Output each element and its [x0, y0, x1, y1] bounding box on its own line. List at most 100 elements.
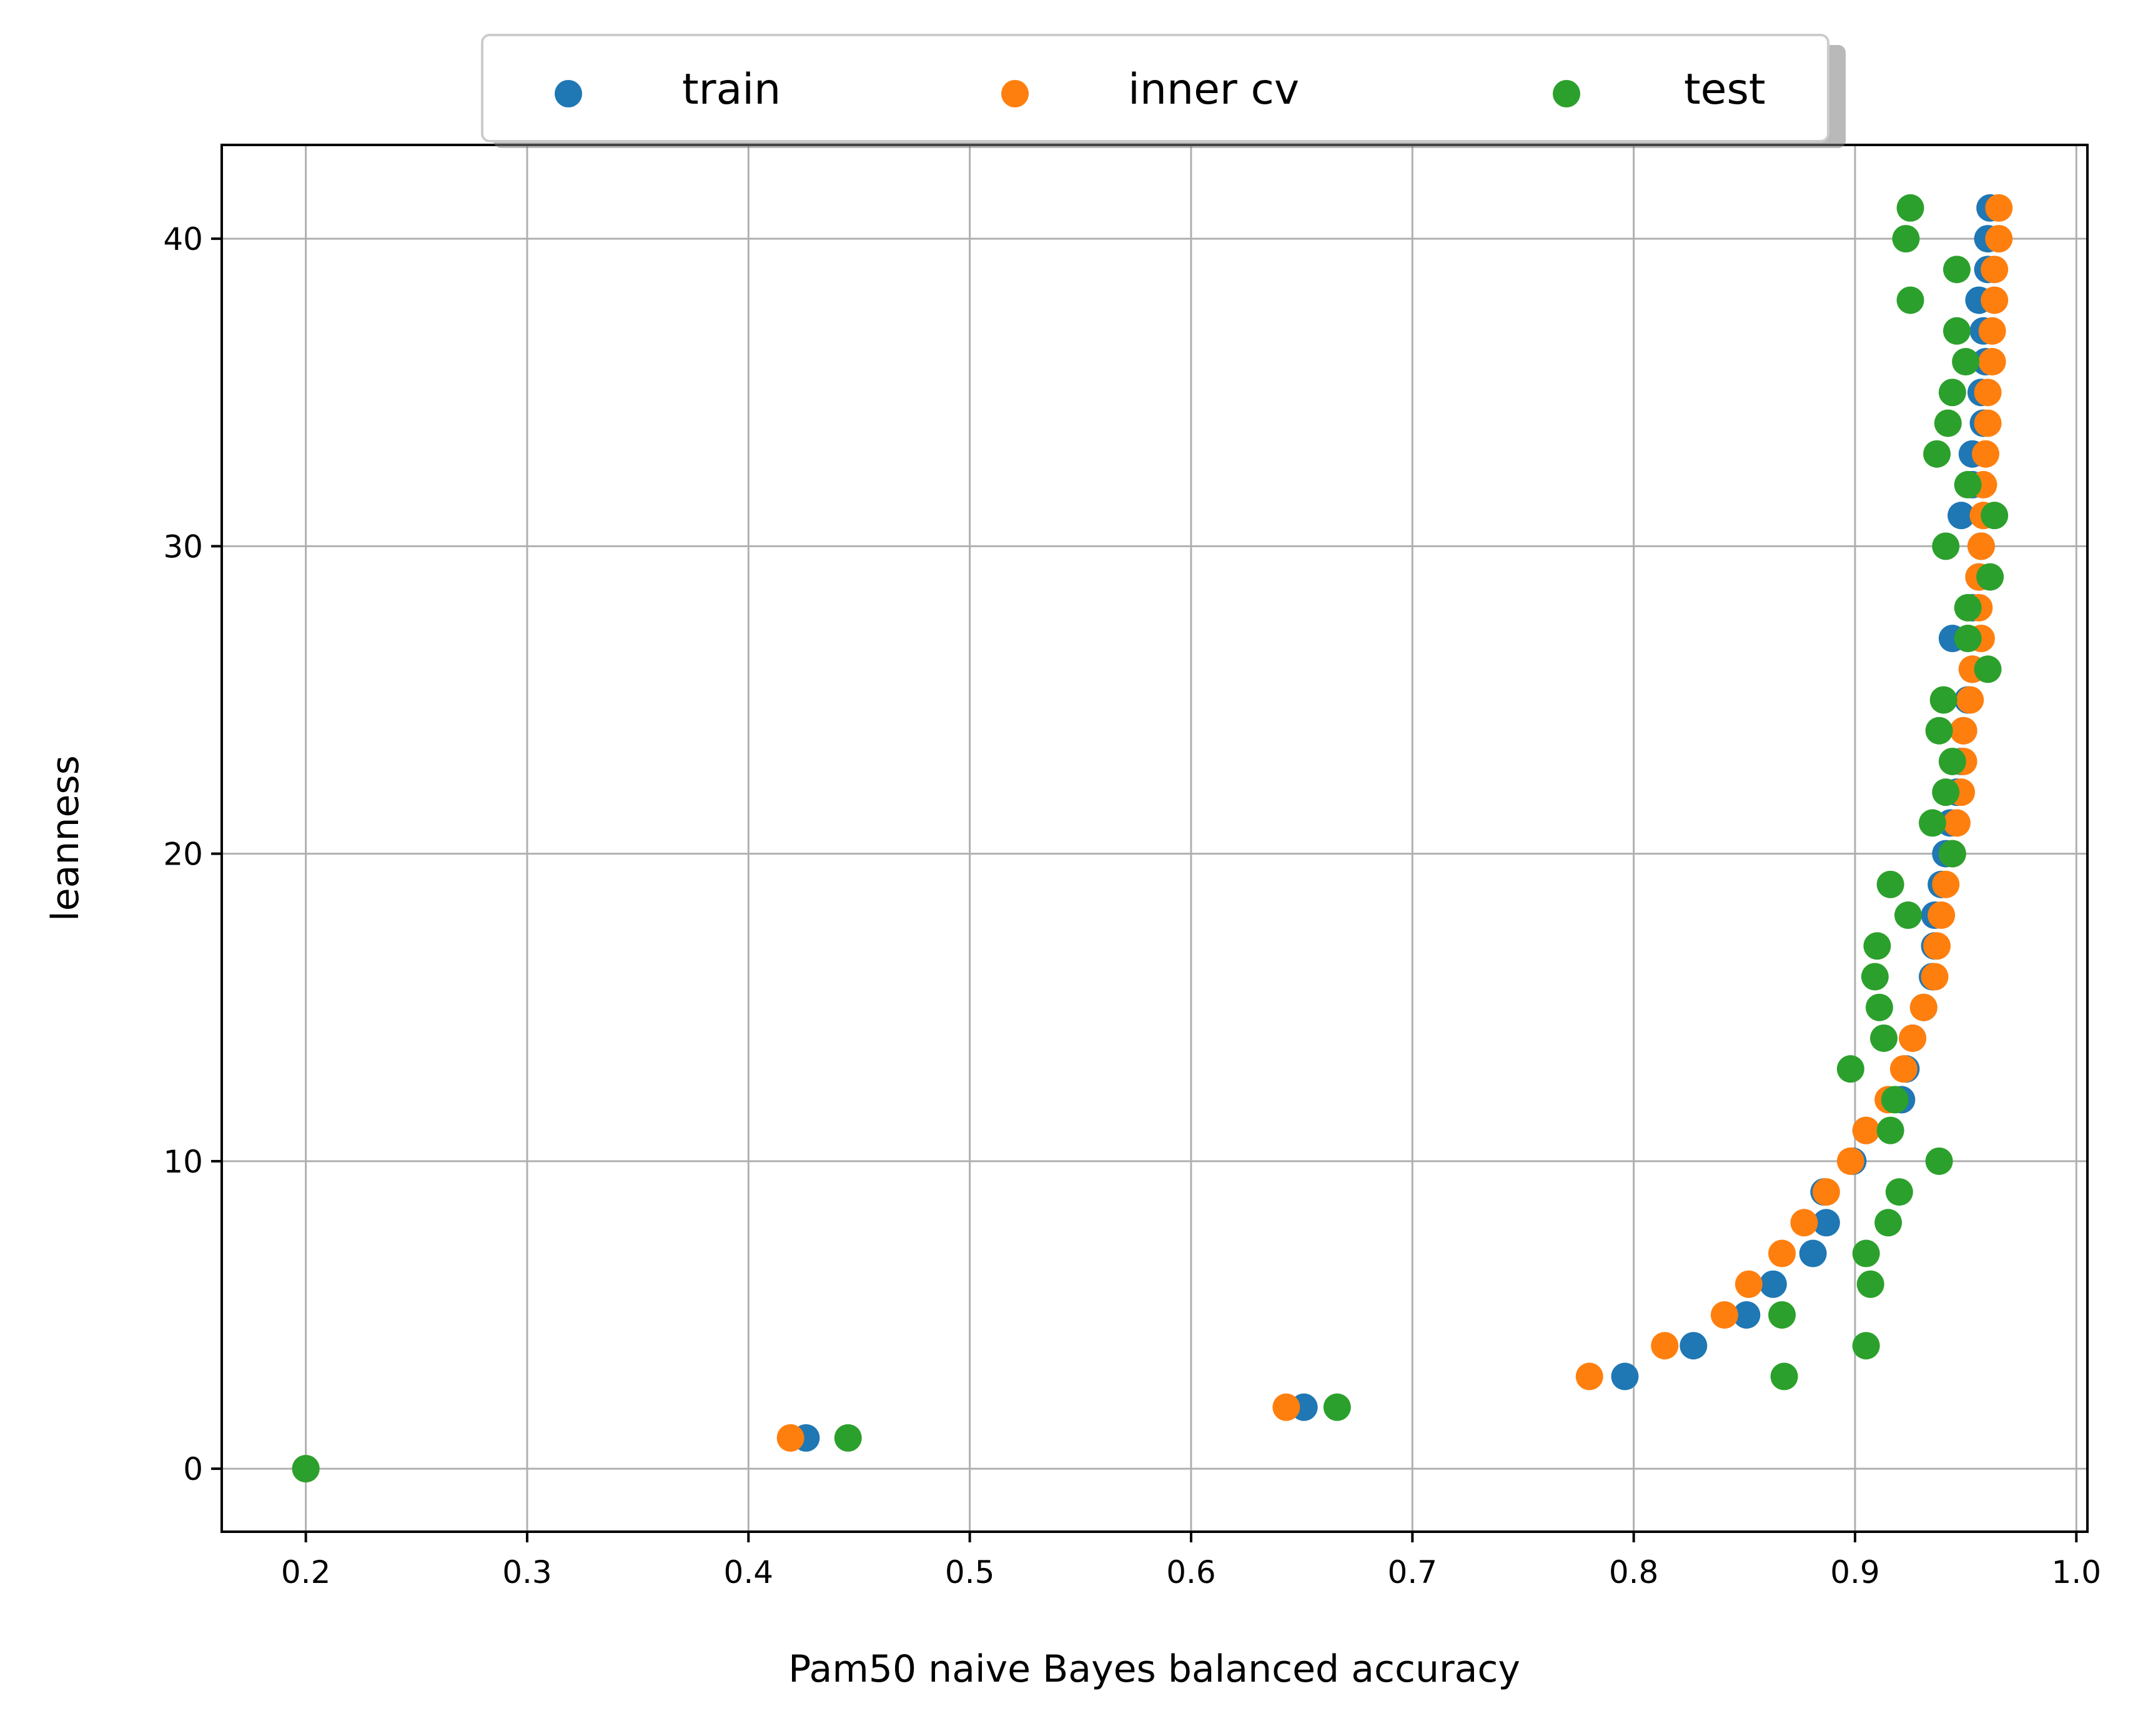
data-point	[1852, 1332, 1880, 1360]
data-point	[1892, 225, 1920, 253]
data-point	[1889, 1055, 1918, 1083]
legend: train inner cv test	[481, 34, 1846, 148]
data-point	[1836, 1055, 1864, 1083]
axis-ticks: 0.2 0.3 0.4 0.5 0.6 0.7 0.8 0.9 1.0 0 10 20 30 40	[163, 221, 2101, 1590]
data-point	[1768, 1301, 1796, 1329]
data-point	[1874, 1209, 1903, 1237]
data-point	[1928, 901, 1956, 930]
data-point	[776, 1424, 804, 1452]
data-point	[1899, 1024, 1927, 1052]
data-point	[1896, 286, 1924, 314]
data-point	[1976, 563, 2004, 591]
data-point	[1932, 778, 1960, 806]
y-tick-label: 0	[183, 1451, 203, 1487]
y-tick-label: 10	[163, 1144, 203, 1180]
data-point	[1272, 1393, 1300, 1421]
x-tick-label: 0.6	[1166, 1554, 1216, 1590]
data-point	[1790, 1209, 1818, 1237]
data-points	[292, 194, 2013, 1483]
data-point	[1925, 717, 1953, 745]
data-point	[1974, 379, 2002, 407]
data-point	[1856, 1270, 1884, 1298]
x-tick-label: 1.0	[2052, 1554, 2102, 1590]
legend-box	[481, 34, 1829, 142]
data-point	[1981, 502, 2009, 530]
data-point	[1943, 809, 1971, 837]
data-point	[1981, 286, 2009, 314]
data-point	[1865, 993, 1893, 1021]
data-point	[1735, 1270, 1763, 1298]
data-point	[1575, 1362, 1603, 1391]
grid-lines	[222, 145, 2087, 1532]
legend-marker	[555, 80, 582, 107]
data-point	[1954, 470, 1982, 498]
data-point	[1985, 194, 2013, 222]
data-point	[1651, 1332, 1679, 1360]
y-tick-label: 30	[163, 528, 203, 565]
x-tick-label: 0.8	[1609, 1554, 1659, 1590]
legend-label: train	[682, 65, 781, 114]
data-point	[1954, 625, 1982, 653]
data-point	[1852, 1116, 1880, 1144]
data-point	[834, 1424, 862, 1452]
data-point	[1948, 502, 1976, 530]
data-point	[1925, 1147, 1953, 1175]
x-tick-label: 0.4	[724, 1554, 774, 1590]
data-point	[1323, 1393, 1351, 1421]
legend-label: test	[1684, 65, 1766, 114]
x-tick-label: 0.3	[502, 1554, 552, 1590]
data-point	[1978, 348, 2006, 376]
data-point	[1967, 532, 1995, 560]
data-point	[1894, 901, 1922, 930]
data-point	[1974, 655, 2002, 683]
data-point	[1972, 440, 2000, 468]
data-point	[1852, 1239, 1880, 1267]
data-point	[1881, 1086, 1909, 1114]
x-tick-label: 0.2	[281, 1554, 331, 1590]
data-point	[1836, 1147, 1864, 1175]
data-point	[1876, 1116, 1904, 1144]
data-point	[1710, 1301, 1738, 1329]
data-point	[1923, 932, 1951, 960]
data-point	[1680, 1332, 1708, 1360]
data-point	[1938, 379, 1966, 407]
data-point	[1770, 1362, 1798, 1391]
data-point	[1949, 717, 1977, 745]
data-point	[1733, 1301, 1761, 1329]
data-point	[1932, 532, 1960, 560]
data-point	[1985, 225, 2013, 253]
data-point	[1611, 1362, 1639, 1391]
data-point	[1938, 747, 1966, 775]
data-point	[1812, 1178, 1840, 1206]
data-point	[1952, 348, 1980, 376]
data-point	[1932, 870, 1960, 898]
x-axis-label: Pam50 naive Bayes balanced accuracy	[788, 1647, 1520, 1691]
data-point	[1759, 1270, 1787, 1298]
data-point	[1921, 963, 1949, 991]
y-tick-label: 40	[163, 221, 203, 257]
data-point	[1863, 932, 1891, 960]
legend-label: inner cv	[1128, 65, 1299, 114]
data-point	[1956, 686, 1984, 714]
x-tick-label: 0.5	[945, 1554, 995, 1590]
data-point	[1861, 963, 1889, 991]
data-point	[1974, 409, 2002, 437]
data-point	[1768, 1239, 1796, 1267]
data-point	[1934, 409, 1962, 437]
data-point	[1885, 1178, 1913, 1206]
data-point	[1812, 1209, 1840, 1237]
data-point	[1943, 317, 1971, 345]
x-tick-label: 0.9	[1830, 1554, 1880, 1590]
data-point	[1909, 993, 1938, 1021]
series-test	[292, 194, 2009, 1483]
x-tick-label: 0.7	[1388, 1554, 1438, 1590]
data-point	[1978, 317, 2006, 345]
data-point	[292, 1455, 320, 1483]
data-point	[1799, 1239, 1827, 1267]
data-point	[1938, 840, 1966, 868]
y-tick-label: 20	[163, 836, 203, 873]
data-point	[1923, 440, 1951, 468]
y-axis-label: leanness	[44, 755, 87, 921]
data-point	[1896, 194, 1924, 222]
